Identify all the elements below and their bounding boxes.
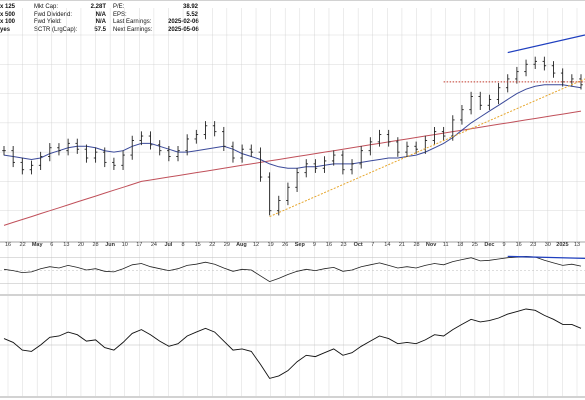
x-tick-label: 16 [326, 242, 332, 248]
left-row-3: yes [0, 27, 11, 34]
x-tick-label: 18 [457, 242, 463, 248]
sctr-label: SCTR (LrgCap): [34, 27, 78, 34]
x-tick-label: 11 [443, 242, 449, 248]
header-fragment: ders [0, 0, 15, 4]
x-tick-label: 28 [92, 242, 98, 248]
x-tick-label: 7 [371, 242, 374, 248]
x-tick-label: 9 [313, 242, 316, 248]
x-tick-label: 25 [472, 242, 478, 248]
x-tick-label: 9 [503, 242, 506, 248]
x-tick-label: May [32, 242, 44, 248]
x-tick-label: 30 [545, 242, 551, 248]
x-tick-label: 10 [122, 242, 128, 248]
last-earnings-label: Last Earnings: [113, 19, 152, 26]
x-tick-label: 15 [195, 242, 201, 248]
x-tick-label: Nov [426, 242, 437, 248]
x-tick-label: 16 [5, 242, 11, 248]
next-earnings-label: Next Earnings: [113, 27, 153, 34]
x-tick-label: 29 [224, 242, 230, 248]
left-row-0: x 125 [0, 3, 16, 10]
x-tick-label: Jul [165, 242, 173, 248]
pe-value: 38.92 [182, 3, 198, 10]
mktcap-value: 2.28T [90, 3, 106, 10]
pe-label: P/E: [113, 3, 125, 10]
x-tick-label: 8 [182, 242, 185, 248]
x-tick-label: Jun [105, 242, 115, 248]
yield-value: N/A [95, 19, 106, 26]
left-row-1: x 500 [0, 11, 16, 18]
eps-label: EPS: [113, 11, 127, 18]
x-tick-label: 13 [63, 242, 69, 248]
x-tick-label: 16 [516, 242, 522, 248]
chart-annotations [269, 34, 585, 218]
left-row-2: x 100 [0, 19, 16, 26]
yield-label: Fwd Yield: [34, 19, 62, 26]
x-tick-label: Oct [354, 242, 363, 248]
ma-short-line [3, 84, 582, 169]
x-axis-ticks: 16 22 May 6 13 20 28 Jun 10 17 24 Jul 8 15 22 29 Aug 12 19… [5, 242, 580, 248]
dividend-label: Fwd Dividend: [34, 11, 73, 18]
fundamentals-right: P/E: 38.92 EPS: 5.52 Last Earnings: 2025-02… [113, 0, 199, 35]
mktcap-label: Mkt Cap: [34, 3, 59, 10]
x-tick-label: 13 [574, 242, 580, 248]
x-tick-label: 17 [136, 242, 142, 248]
uptrend-line [269, 78, 585, 218]
rsi-panel [0, 255, 585, 284]
x-tick-label: 26 [282, 242, 288, 248]
x-tick-label: 2025 [556, 242, 568, 248]
chart-overlays [3, 84, 582, 226]
x-tick-label: 23 [341, 242, 347, 248]
x-tick-label: 22 [209, 242, 215, 248]
x-tick-label: Dec [484, 242, 494, 248]
symbol-info-left: ders x 125 x 500 x 100 yes [0, 0, 15, 35]
price-divergence-line [507, 34, 585, 54]
x-tick-label: 23 [530, 242, 536, 248]
rsi-line [3, 255, 582, 283]
x-tick-label: 22 [20, 242, 26, 248]
x-tick-label: 28 [413, 242, 419, 248]
x-tick-label: Sep [295, 242, 306, 248]
sctr-value: 57.5 [94, 27, 106, 34]
x-tick-label: 14 [384, 242, 390, 248]
price-bars [2, 56, 583, 216]
x-tick-label: Aug [236, 242, 247, 248]
x-tick-label: 6 [50, 242, 53, 248]
x-tick-label: 19 [268, 242, 274, 248]
macd-panel [0, 308, 585, 379]
rsi-divergence-line [507, 255, 585, 259]
x-tick-label: 24 [151, 242, 157, 248]
next-earnings-value: 2025-05-06 [168, 27, 199, 34]
fundamentals-middle: Mkt Cap: 2.28T Fwd Dividend: N/A Fwd Yield… [34, 0, 106, 35]
last-earnings-value: 2025-02-06 [168, 19, 199, 26]
x-tick-label: 21 [399, 242, 405, 248]
dividend-value: N/A [95, 11, 106, 18]
macd-line [3, 308, 582, 379]
x-tick-label: 20 [78, 242, 84, 248]
x-tick-label: 12 [253, 242, 259, 248]
ma-long-line [3, 110, 582, 226]
eps-value: 5.52 [186, 11, 198, 18]
